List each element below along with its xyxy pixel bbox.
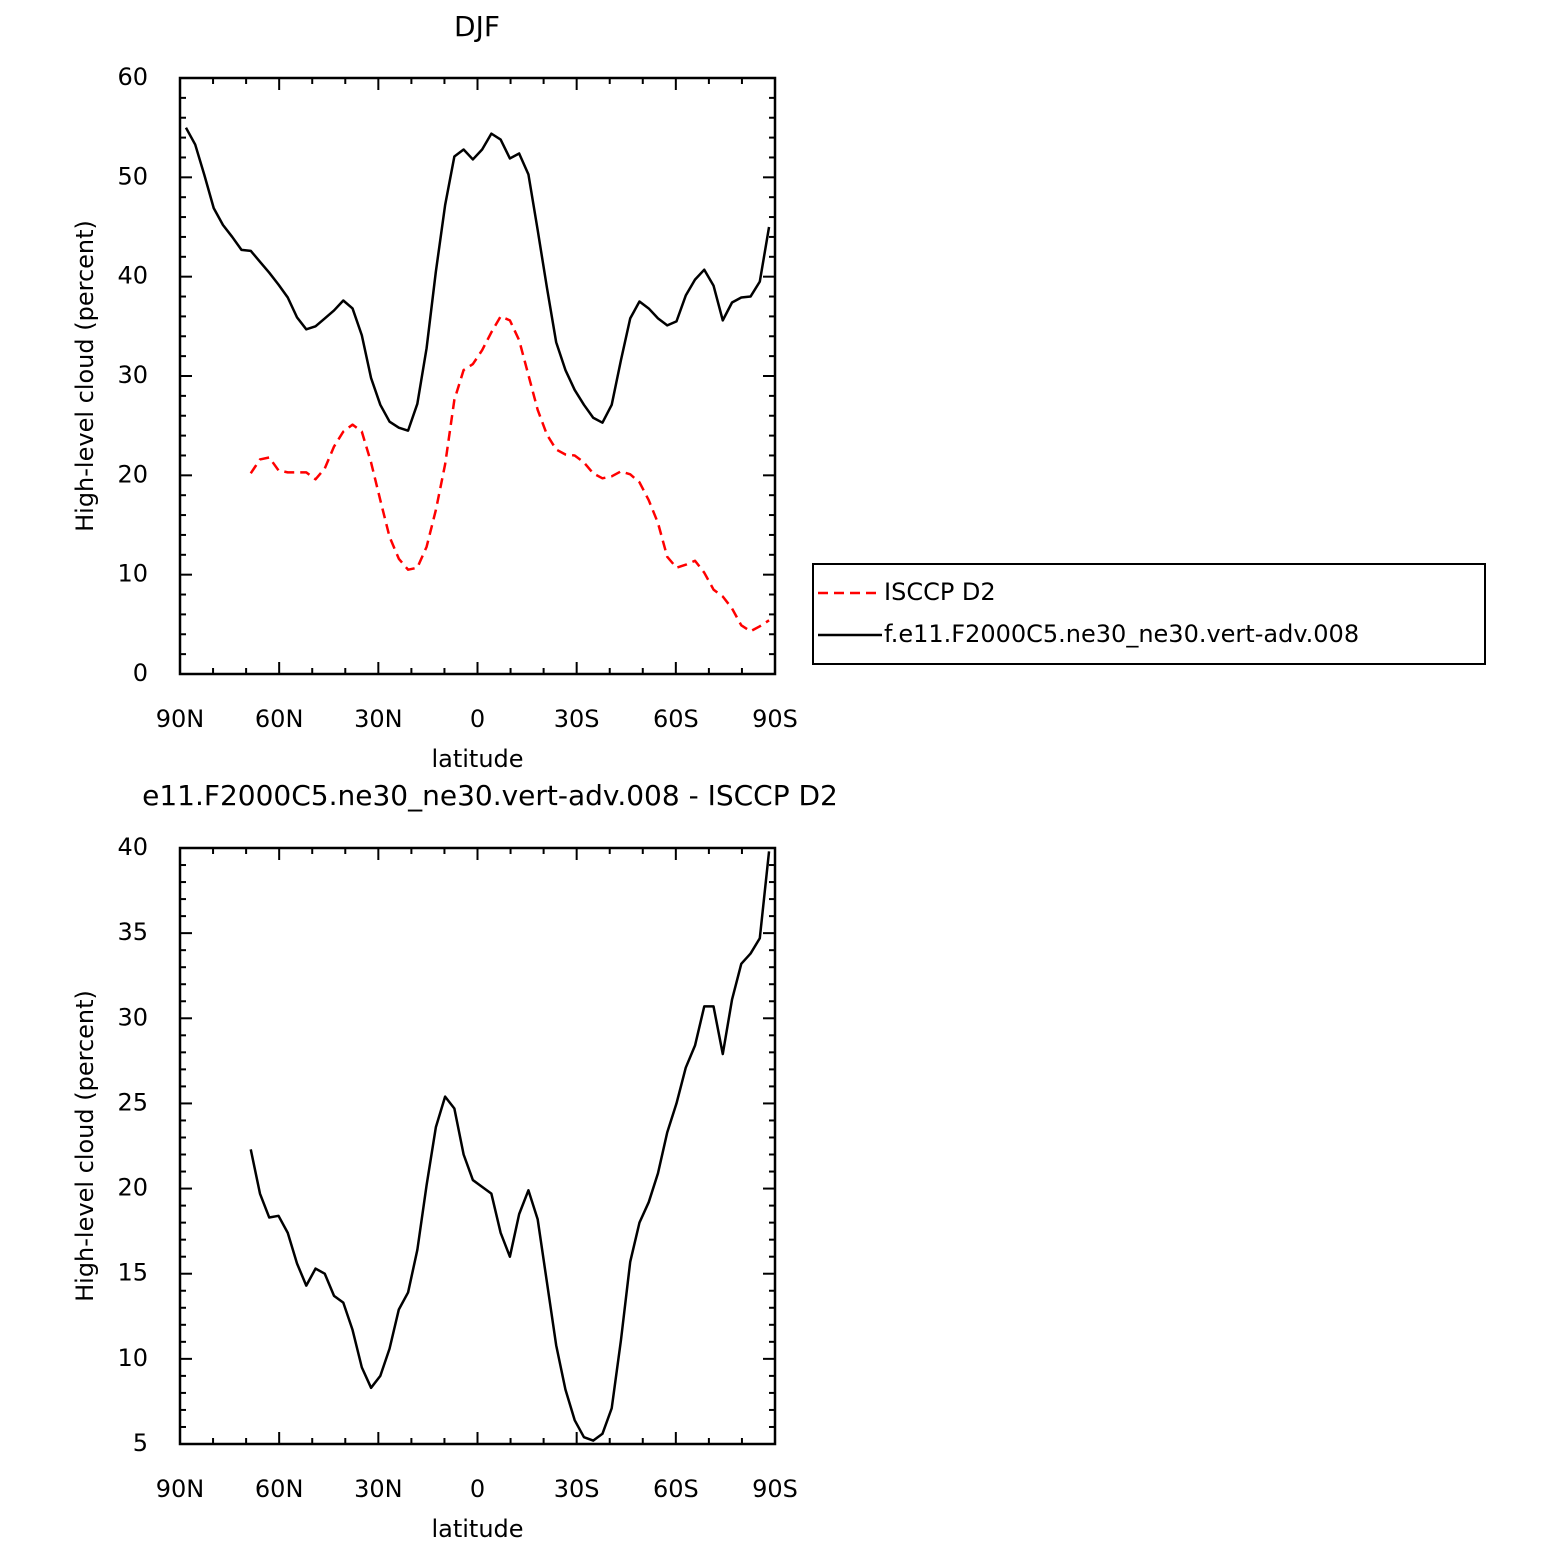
y-tick-label: 40 — [117, 262, 148, 290]
y-tick-label: 20 — [117, 460, 148, 488]
plot-frame — [178, 846, 777, 1446]
y-axis-label: High-level cloud (percent) — [71, 220, 99, 532]
x-axis-label: latitude — [431, 1515, 523, 1543]
y-tick-label: 30 — [117, 1003, 148, 1031]
x-axis-label: latitude — [431, 745, 523, 773]
x-tick-label: 60S — [653, 1475, 699, 1503]
y-tick-label: 10 — [117, 560, 148, 588]
x-tick-label: 90S — [752, 1475, 798, 1503]
y-tick-label: 20 — [117, 1174, 148, 1202]
y-tick-label: 30 — [117, 361, 148, 389]
y-tick-label: 60 — [117, 63, 148, 91]
plot-frame — [178, 76, 777, 676]
y-tick-label: 5 — [133, 1429, 148, 1457]
x-tick-label: 60S — [653, 705, 699, 733]
chart-title: DJF — [454, 10, 500, 43]
y-tick-label: 10 — [117, 1344, 148, 1372]
x-tick-label: 0 — [470, 1475, 485, 1503]
data-line — [184, 127, 771, 432]
y-tick-label: 15 — [117, 1259, 148, 1287]
x-tick-label: 90S — [752, 705, 798, 733]
data-line — [249, 315, 770, 633]
data-line — [249, 851, 771, 1442]
legend-label: ISCCP D2 — [884, 578, 996, 606]
x-tick-label: 90N — [156, 1475, 205, 1503]
x-tick-label: 30N — [354, 705, 403, 733]
x-tick-label: 0 — [470, 705, 485, 733]
x-tick-label: 30N — [354, 1475, 403, 1503]
y-axis-label: High-level cloud (percent) — [71, 990, 99, 1302]
x-tick-label: 30S — [554, 1475, 600, 1503]
legend-label: f.e11.F2000C5.ne30_ne30.vert-adv.008 — [884, 620, 1359, 648]
legend-box — [812, 563, 1486, 665]
x-tick-label: 60N — [255, 705, 304, 733]
chart-title: e11.F2000C5.ne30_ne30.vert-adv.008 - ISC… — [142, 779, 838, 812]
y-tick-label: 0 — [133, 659, 148, 687]
y-tick-label: 35 — [117, 918, 148, 946]
y-tick-label: 40 — [117, 833, 148, 861]
y-tick-label: 50 — [117, 162, 148, 190]
x-tick-label: 30S — [554, 705, 600, 733]
x-tick-label: 60N — [255, 1475, 304, 1503]
x-tick-label: 90N — [156, 705, 205, 733]
y-tick-label: 25 — [117, 1088, 148, 1116]
